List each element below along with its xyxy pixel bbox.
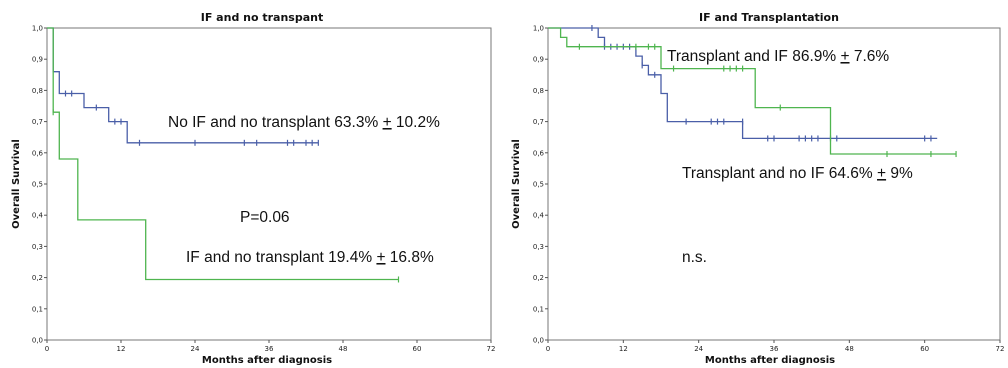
chart-1-ticks: 0,0 0,1 0,2 0,3 0,4 0,5 0,6 0,7 0,8 0,9 1,0 0 12 24 36… (32, 25, 496, 354)
chart-2-x-axis-label: Months after diagnosis (705, 355, 835, 366)
chart-panel-2: IF and Transplantation 0,00,10,20,30,40,… (511, 11, 1004, 366)
x-tick-label: 60 (413, 345, 422, 353)
x-tick-label: 0 (546, 345, 550, 353)
x-tick-label: 72 (996, 345, 1005, 353)
y-tick-label: 0,0 (533, 337, 544, 345)
y-tick-label: 0,1 (533, 305, 544, 313)
y-tick-label: 0,7 (533, 118, 544, 126)
y-tick-label: 0,4 (32, 212, 44, 220)
y-tick-label: 0,3 (32, 243, 43, 251)
y-tick-label: 0,9 (533, 56, 544, 64)
x-tick-label: 48 (339, 345, 348, 353)
y-tick-label: 0,6 (533, 149, 545, 157)
x-tick-label: 0 (45, 345, 49, 353)
series-2-line (47, 27, 399, 281)
y-tick-label: 0,1 (32, 305, 43, 313)
chart-1-x-axis-label: Months after diagnosis (202, 355, 332, 366)
chart-2-annotation-ns: n.s. (682, 249, 707, 266)
y-tick-label: 0,6 (32, 149, 44, 157)
x-tick-label: 12 (117, 345, 126, 353)
chart-2-ticks: 0,0 0,1 0,2 0,3 0,4 0,5 0,6 0,7 0,8 0,9 1,0 0 12 24 36… (533, 25, 1005, 354)
chart-2-annotation-transplant-if: Transplant and IF 86.9% + 7.6% (667, 48, 889, 65)
y-tick-label: 0,4 (533, 212, 545, 220)
x-tick-label: 36 (265, 345, 274, 353)
y-tick-label: 0,2 (533, 274, 544, 282)
x-tick-label: 60 (920, 345, 929, 353)
y-tick-label: 0,3 (533, 243, 544, 251)
x-tick-label: 24 (694, 345, 703, 353)
x-tick-label: 72 (487, 345, 496, 353)
chart-1-y-axis-label: Overall Survival (11, 139, 22, 229)
chart-2-annotation-transplant-no-if: Transplant and no IF 64.6% + 9% (682, 165, 913, 182)
y-tick-label: 0,7 (32, 118, 43, 126)
x-tick-label: 48 (845, 345, 854, 353)
y-tick-label: 1,0 (533, 25, 544, 33)
y-tick-label: 0,0 (32, 337, 43, 345)
y-tick-label: 0,9 (32, 56, 43, 64)
x-tick-label: 12 (619, 345, 628, 353)
x-tick-label: 24 (191, 345, 200, 353)
chart-2-y-axis-label: Overall Survival (511, 139, 522, 229)
y-tick-label: 0,8 (32, 87, 43, 95)
chart-1-annotation-if-no-transplant: IF and no transplant 19.4% + 16.8% (186, 249, 434, 266)
y-tick-label: 0,2 (32, 274, 43, 282)
chart-1-series (47, 27, 400, 283)
chart-1-annotation-p-value: P=0.06 (240, 209, 290, 226)
chart-2-series (548, 25, 957, 158)
series-1-line (47, 27, 319, 144)
y-tick-label: 0,8 (533, 87, 544, 95)
chart-1-annotation-no-if-no-transplant: No IF and no transplant 63.3% + 10.2% (168, 114, 440, 131)
chart-2-title: IF and Transplantation (699, 11, 839, 24)
y-tick-label: 0,5 (533, 181, 544, 189)
chart-panel-1: IF and no transpant 0,00,10,20,30,40,50,… (11, 11, 495, 366)
y-tick-label: 1,0 (32, 25, 43, 33)
x-tick-label: 36 (770, 345, 779, 353)
chart-1-plot-frame (46, 27, 492, 341)
chart-2-plot-frame (547, 27, 1001, 341)
y-tick-label: 0,5 (32, 181, 43, 189)
chart-1-title: IF and no transpant (201, 11, 323, 24)
series-2-line (548, 27, 957, 155)
